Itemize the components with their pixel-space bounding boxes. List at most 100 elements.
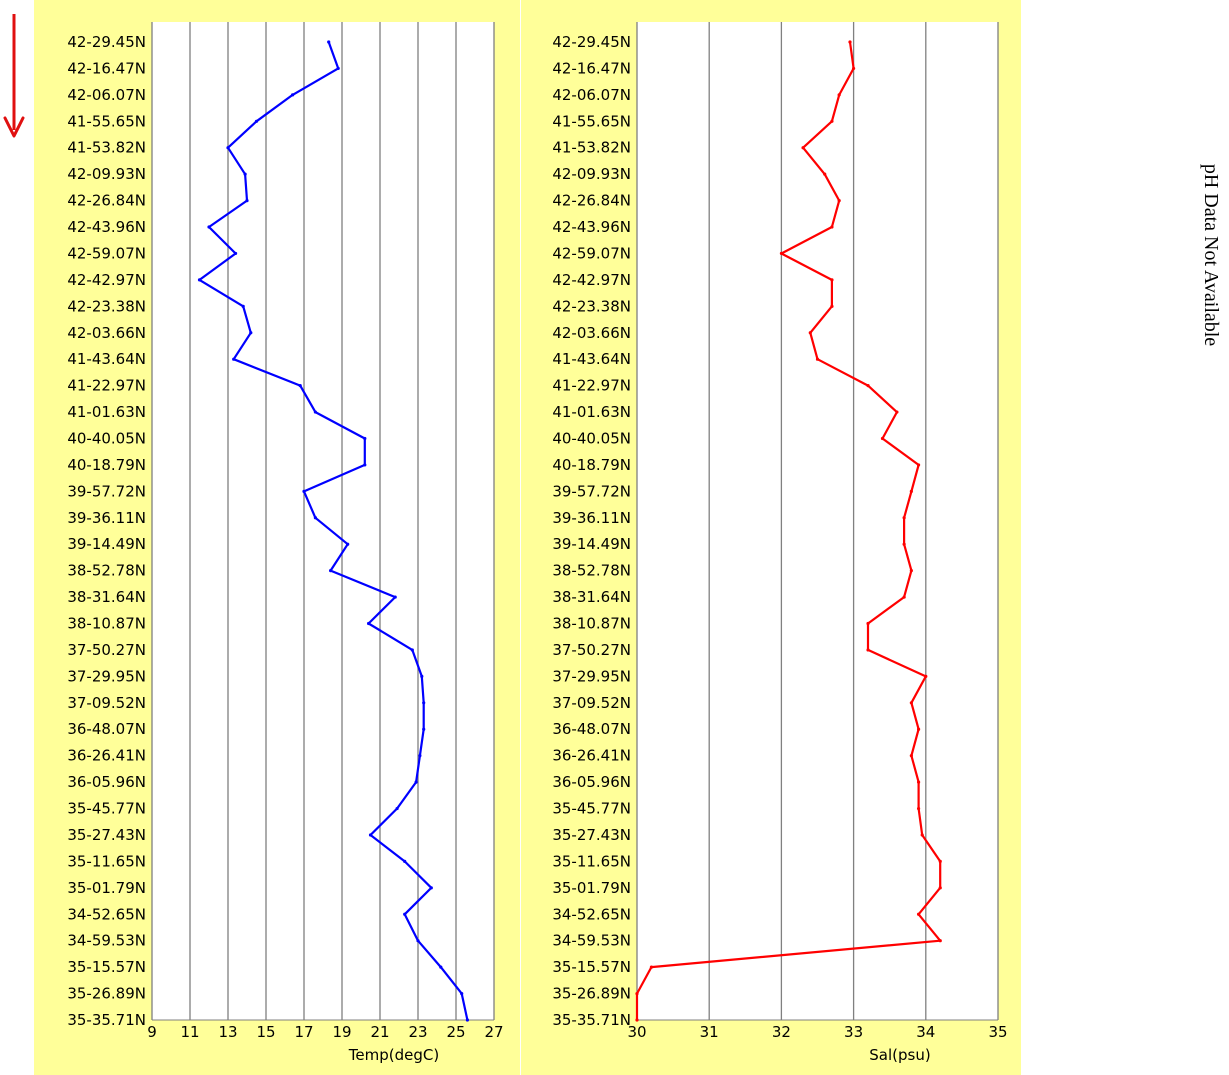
y-tick-label: 35-15.57N xyxy=(552,958,631,976)
y-tick-label: 34-59.53N xyxy=(67,932,146,950)
y-tick-label: 37-09.52N xyxy=(67,694,146,712)
x-tick-label: 31 xyxy=(700,1023,719,1041)
y-tick-label: 42-06.07N xyxy=(552,86,631,104)
data-point xyxy=(245,198,249,203)
data-point xyxy=(254,119,259,123)
data-point xyxy=(866,621,870,626)
y-tick-label: 37-09.52N xyxy=(552,694,631,712)
y-tick-label: 41-53.82N xyxy=(67,139,146,157)
y-tick-label: 39-14.49N xyxy=(552,535,631,553)
y-tick-label: 41-43.64N xyxy=(67,350,146,368)
y-tick-label: 41-43.64N xyxy=(552,350,631,368)
data-point xyxy=(429,886,433,890)
y-tick-label: 39-57.72N xyxy=(67,482,146,500)
y-tick-label: 42-26.84N xyxy=(552,192,631,210)
y-tick-label: 38-31.64N xyxy=(552,588,631,606)
data-point xyxy=(302,489,306,493)
data-point xyxy=(232,357,236,361)
x-tick-label: 34 xyxy=(916,1023,935,1041)
data-point xyxy=(393,595,397,599)
data-point xyxy=(649,965,654,969)
plot-area xyxy=(637,22,998,1020)
data-point xyxy=(336,66,340,71)
data-point xyxy=(938,886,942,890)
data-point xyxy=(880,436,885,441)
y-tick-label: 35-01.79N xyxy=(67,879,146,897)
data-point xyxy=(422,701,426,705)
y-tick-label: 34-52.65N xyxy=(67,905,146,923)
x-axis-title: Sal(psu) xyxy=(869,1046,930,1064)
y-tick-label: 36-26.41N xyxy=(552,747,631,765)
y-tick-label: 35-27.43N xyxy=(67,826,146,844)
chart-panel-salinity: 30 31 32 33 34 35 42-29.45N 42-16.47N 42-06.07N 4… xyxy=(521,0,1021,1075)
data-point xyxy=(298,384,302,388)
data-point xyxy=(465,1018,469,1022)
data-point xyxy=(866,384,870,388)
data-point xyxy=(801,146,805,150)
y-tick-label: 34-59.53N xyxy=(552,932,631,950)
y-tick-label: 41-01.63N xyxy=(67,403,146,421)
y-tick-label: 35-26.89N xyxy=(552,985,631,1003)
y-tick-label: 38-52.78N xyxy=(552,562,631,580)
x-tick-label: 30 xyxy=(627,1023,646,1041)
data-point xyxy=(830,304,834,308)
x-tick-label: 32 xyxy=(772,1023,791,1041)
x-tick-label: 13 xyxy=(218,1023,237,1041)
x-tick-label: 27 xyxy=(484,1023,503,1041)
data-point xyxy=(249,331,253,335)
series-line xyxy=(635,41,942,1020)
x-tick-label: 35 xyxy=(988,1023,1007,1041)
ph-unavailable-note: pH Data Not Available xyxy=(1200,164,1222,346)
y-tick-label: 39-36.11N xyxy=(67,509,146,527)
x-tick-label: 19 xyxy=(332,1023,351,1041)
data-point xyxy=(395,806,399,811)
series-line xyxy=(198,41,469,1021)
y-tick-label: 42-43.96N xyxy=(552,218,631,236)
y-tick-label: 34-52.65N xyxy=(552,905,631,923)
x-axis-title: Temp(degC) xyxy=(348,1046,439,1064)
y-tick-label: 40-18.79N xyxy=(552,456,631,474)
y-tick-label: 42-03.66N xyxy=(552,324,631,342)
y-tick-label: 41-55.65N xyxy=(67,112,146,130)
y-tick-label: 38-52.78N xyxy=(67,562,146,580)
data-point xyxy=(414,780,418,784)
y-tick-label: 38-10.87N xyxy=(67,615,146,633)
y-tick-label: 35-11.65N xyxy=(552,852,631,870)
data-point xyxy=(418,754,422,758)
chart-panel-temperature: 9 11 13 15 17 19 21 23 25 27 42-29.45N 42-16.47N 42-… xyxy=(34,0,520,1075)
y-tick-label: 35-11.65N xyxy=(67,852,146,870)
data-point xyxy=(815,357,820,361)
data-point xyxy=(346,542,350,546)
data-point xyxy=(920,833,924,837)
data-point xyxy=(363,463,367,467)
y-tick-label: 42-23.38N xyxy=(67,297,146,315)
x-tick-label: 25 xyxy=(446,1023,465,1041)
data-point xyxy=(808,331,812,335)
data-point xyxy=(938,939,942,943)
y-tick-label: 42-06.07N xyxy=(67,86,146,104)
plot-area xyxy=(152,22,494,1020)
data-point xyxy=(420,674,424,678)
y-tick-label: 36-48.07N xyxy=(552,720,631,738)
y-tick-label: 36-05.96N xyxy=(67,773,146,791)
y-tick-label: 39-36.11N xyxy=(552,509,631,527)
y-tick-label: 42-09.93N xyxy=(67,165,146,183)
y-tick-label: 41-53.82N xyxy=(552,139,631,157)
y-tick-label: 35-26.89N xyxy=(67,985,146,1003)
data-point xyxy=(848,40,852,44)
data-point xyxy=(916,727,921,731)
data-point xyxy=(313,516,317,520)
data-point xyxy=(924,674,928,678)
data-point xyxy=(241,304,245,308)
data-point xyxy=(416,939,420,943)
x-tick-label: 9 xyxy=(147,1023,157,1041)
data-point xyxy=(902,516,906,520)
data-point xyxy=(313,410,317,414)
data-point xyxy=(439,965,443,969)
data-point xyxy=(909,754,913,758)
data-point xyxy=(830,278,834,282)
y-tick-label: 38-31.64N xyxy=(67,588,146,606)
y-tick-label: 36-05.96N xyxy=(552,773,631,791)
data-point xyxy=(909,569,913,573)
